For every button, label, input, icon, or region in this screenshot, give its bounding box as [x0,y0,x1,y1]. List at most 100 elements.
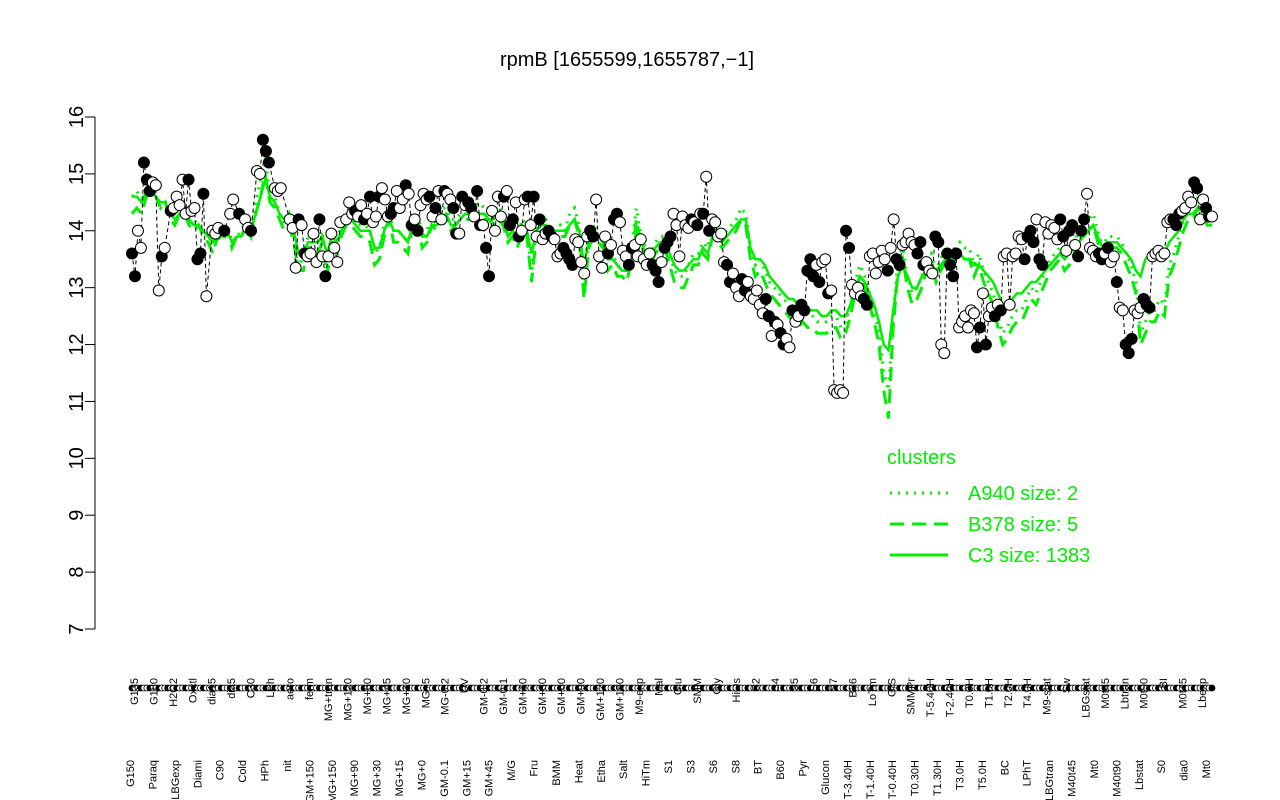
data-point-filled [527,190,540,203]
data-point-open [486,204,498,217]
x-tick-label: LPhT [1022,760,1034,787]
data-point-open [152,284,165,297]
data-point-filled [128,270,141,283]
data-point-open [131,224,144,237]
data-point-open [819,253,832,266]
data-point-filled [697,207,710,220]
x-tick-label: GM+60 [556,678,568,714]
data-point-open [962,321,975,334]
data-point-open [494,210,507,223]
data-point-filled [1027,236,1040,249]
data-point-open [578,267,591,280]
x-tick-label: GM-0.1 [439,760,451,797]
x-tick-label: MG+5 [420,678,432,708]
data-point-filled [429,202,442,215]
x-tick-label: M0t45 [1178,678,1190,709]
data-point-open [227,193,240,206]
data-point-open [307,227,320,240]
data-point-open [200,290,213,303]
data-point-filled [914,236,927,249]
data-point-open [590,193,603,206]
data-point-open [328,241,341,254]
data-point-open [976,287,989,300]
y-tick-label: 11 [66,391,88,412]
x-tick-label: LBGstat [1080,678,1092,718]
data-point-filled [947,270,960,283]
data-point-filled [979,338,992,351]
data-point-open [402,187,415,200]
data-point-open [605,239,618,251]
chart-title: rpmB [1655599,1655787,−1] [500,49,754,71]
x-tick-label: Cold [237,760,249,783]
data-point-filled [1018,253,1031,266]
x-tick-label: T5.0H [977,760,989,790]
x-tick-label: S7 [828,678,840,691]
x-tick-label: MG+150 [327,760,339,800]
data-point-open [1107,250,1120,263]
x-tick-label: SMM [692,678,704,704]
data-point-filled [649,264,662,277]
x-tick-label: BMM [551,760,563,786]
data-point-open [515,224,528,237]
x-tick-label: GM+90 [576,678,588,714]
x-tick-label: Mal [653,678,665,696]
x-tick-label: MG+60 [362,678,374,714]
x-tick-label: Diami [192,760,204,788]
x-tick-label: Gly [712,678,724,695]
x-tick-label: T1.30H [932,760,944,796]
x-tick-label: M9-exp [634,678,646,715]
x-tick-label: MG+15 [394,760,406,796]
data-point-open [967,307,980,320]
y-axis: 7 8 9 10 11 12 13 14 15 16 [66,106,96,635]
data-point-open [869,267,882,280]
data-point-open [884,241,897,254]
data-point-open [322,250,335,263]
data-point-filled [137,156,150,169]
x-tick-label: Salt [618,760,630,779]
data-point-filled [950,247,963,260]
data-point-filled [533,213,546,226]
legend-label: B378 size: 5 [968,514,1078,536]
data-point-filled [313,213,326,226]
x-tick-label: T-5.40H [925,678,937,717]
data-point-filled [798,304,811,317]
data-point-open [378,193,391,206]
data-point-filled [652,275,665,288]
data-point-open [726,267,739,280]
data-point-open [274,182,287,195]
data-point-open [331,256,344,269]
x-tick-label: MG+45 [381,678,393,714]
x-tick-label: S6 [708,760,720,773]
data-points [126,133,1218,399]
series-lines [130,156,1212,419]
x-tick-label: MG+120 [343,678,355,721]
data-point-open [1048,221,1061,234]
data-point-open [643,247,656,260]
data-point-open [596,261,609,274]
data-point-open [572,236,585,249]
data-point-filled [423,190,436,203]
x-tick-label: Mt0 [1089,760,1101,778]
x-tick-label: T0.0H [964,678,976,708]
x-tick-label: Sw [1061,678,1073,693]
data-point-open [375,182,388,195]
x-tick-label: S1 [663,760,675,773]
data-point-filled [932,236,945,249]
data-point-filled [664,230,677,243]
x-tick-label: M40t90 [1111,760,1123,797]
x-tick-label: T-0.40H [887,760,899,799]
x-tick-label: GM+15 [461,760,473,796]
data-point-open [435,213,448,226]
x-tick-label: Glucon [820,760,832,795]
data-point-open [750,284,763,297]
x-tick-label: S3 [685,760,697,773]
x-tick-label: BC [999,760,1011,775]
data-point-filled [194,247,207,260]
data-point-open [289,261,302,274]
data-point-filled [1191,182,1204,195]
data-point-open [355,199,368,212]
x-tick-label: Heat [573,760,585,783]
x-tick-label: Pyr [798,760,810,777]
x-tick-label: Fru [529,760,541,777]
data-point-open [1158,247,1171,260]
